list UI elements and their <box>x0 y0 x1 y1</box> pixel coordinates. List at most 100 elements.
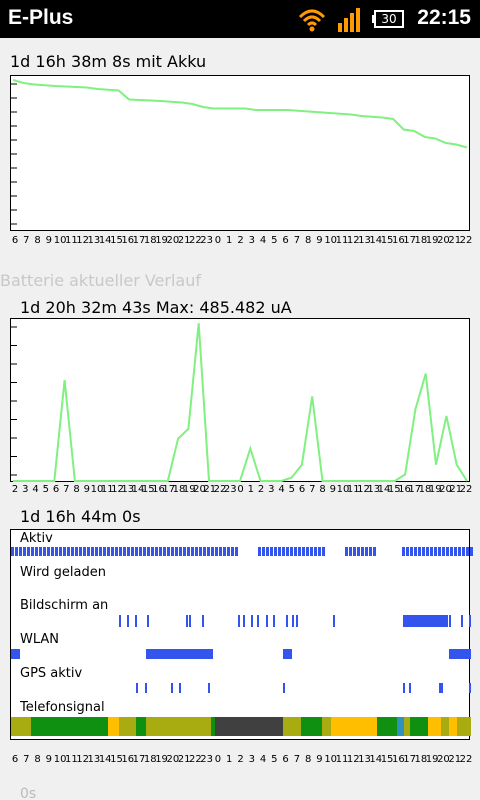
lane-label-gps-aktiv: GPS aktiv <box>20 666 83 681</box>
x-tick-label: 19 <box>425 235 439 246</box>
aktiv-segment <box>470 547 473 556</box>
x-tick-label: 3 <box>22 484 29 495</box>
x-tick-label: 15 <box>387 484 401 495</box>
battery-icon: 30 <box>374 10 404 28</box>
current-line-chart <box>11 323 468 482</box>
x-tick-label: 22 <box>459 754 473 765</box>
x-tick-label: 18 <box>143 754 157 765</box>
x-tick-label: 0 <box>214 235 222 246</box>
aktiv-segment <box>219 547 222 556</box>
x-tick-label: 18 <box>172 484 186 495</box>
aktiv-segment <box>262 547 265 556</box>
aktiv-segment <box>183 547 186 556</box>
x-tick-label: 8 <box>73 484 80 495</box>
wlan-segment <box>146 649 213 659</box>
x-tick-label: 21 <box>449 484 463 495</box>
x-tick-label: 21 <box>203 484 217 495</box>
aktiv-segment <box>11 547 14 556</box>
aktiv-segment <box>39 547 42 556</box>
aktiv-segment <box>442 547 445 556</box>
x-tick-label: 17 <box>403 754 416 765</box>
lane-label-aktiv: Aktiv <box>20 531 53 546</box>
x-tick-label: 11 <box>65 754 78 765</box>
aktiv-segment <box>290 547 293 556</box>
aktiv-segment <box>207 547 210 556</box>
aktiv-segment <box>127 547 130 556</box>
x-tick-label: 6 <box>52 484 60 495</box>
gps-tick <box>208 683 210 693</box>
x-tick-label: 13 <box>358 235 371 246</box>
x-tick-label: 10 <box>324 754 338 765</box>
aktiv-segment <box>203 547 206 556</box>
x-tick-label: 2 <box>237 235 244 246</box>
aktiv-segment <box>430 547 433 556</box>
aktiv-segment <box>235 547 238 556</box>
aktiv-segment <box>450 547 453 556</box>
x-tick-label: 19 <box>155 235 168 246</box>
x-tick-label: 17 <box>132 754 146 765</box>
x-tick-label: 16 <box>398 484 411 495</box>
aktiv-segment <box>466 547 469 556</box>
aktiv-segment <box>59 547 62 556</box>
aktiv-segment <box>87 547 90 556</box>
x-tick-label: 8 <box>34 754 41 765</box>
aktiv-segment <box>111 547 114 556</box>
aktiv-segment <box>43 547 46 556</box>
history-chart-title: 1d 16h 38m 8s mit Akku <box>10 52 207 71</box>
screen-on-tick <box>273 615 275 627</box>
x-tick-label: 11 <box>100 484 114 495</box>
wlan-segment <box>283 649 292 659</box>
timeline-bars <box>11 547 473 736</box>
x-tick-label: 1 <box>247 484 254 495</box>
aktiv-segment <box>143 547 146 556</box>
x-tick-label: 15 <box>380 235 394 246</box>
signal-segment <box>11 717 31 736</box>
aktiv-segment <box>63 547 66 556</box>
x-tick-label: 13 <box>87 235 101 246</box>
aktiv-segment <box>274 547 277 556</box>
aktiv-segment <box>406 547 409 556</box>
signal-strength-icon <box>338 8 360 32</box>
x-tick-label: 14 <box>377 484 391 495</box>
x-tick-label: 4 <box>32 484 39 495</box>
next-section-label: 0s <box>20 786 37 800</box>
screen-on-tick <box>186 615 188 627</box>
aktiv-segment <box>462 547 465 556</box>
aktiv-segment <box>135 547 138 556</box>
x-tick-label: 7 <box>23 235 30 246</box>
x-tick-label: 20 <box>437 754 450 765</box>
x-tick-label: 0 <box>237 484 244 495</box>
screen-on-tick <box>266 615 268 627</box>
aktiv-segment <box>19 547 22 556</box>
aktiv-segment <box>107 547 110 556</box>
aktiv-segment <box>123 547 126 556</box>
signal-segment <box>457 717 471 736</box>
x-tick-label: 10 <box>336 484 350 495</box>
gps-tick <box>403 683 405 693</box>
current-chart-title: 1d 20h 32m 43s Max: 485.482 uA <box>20 298 292 317</box>
x-tick-label: 8 <box>34 235 41 246</box>
x-tick-label: 14 <box>369 754 383 765</box>
lane-label-wird-geladen: Wird geladen <box>20 565 106 580</box>
aktiv-segment <box>278 547 281 556</box>
wifi-icon <box>298 9 326 32</box>
x-tick-label: 6 <box>282 235 289 246</box>
screen-on-tick <box>449 615 451 627</box>
x-tick-label: 0 <box>214 754 222 765</box>
current-chart-plot <box>10 318 470 482</box>
signal-segment <box>146 717 211 736</box>
x-tick-label: 1 <box>226 754 233 765</box>
aktiv-segment <box>282 547 285 556</box>
x-tick-label: 19 <box>425 754 439 765</box>
x-tick-label: 8 <box>304 754 312 765</box>
x-tick-label: 12 <box>76 235 89 246</box>
signal-segment <box>211 717 215 736</box>
aktiv-segment <box>458 547 461 556</box>
aktiv-segment <box>211 547 214 556</box>
gps-tick <box>441 683 443 693</box>
aktiv-segment <box>155 547 158 556</box>
aktiv-segment <box>306 547 309 556</box>
aktiv-segment <box>373 547 376 556</box>
timeline-panel: Aktiv Wird geladen Bildschirm an WLAN GP… <box>10 529 473 740</box>
x-tick-label: 6 <box>11 754 19 765</box>
